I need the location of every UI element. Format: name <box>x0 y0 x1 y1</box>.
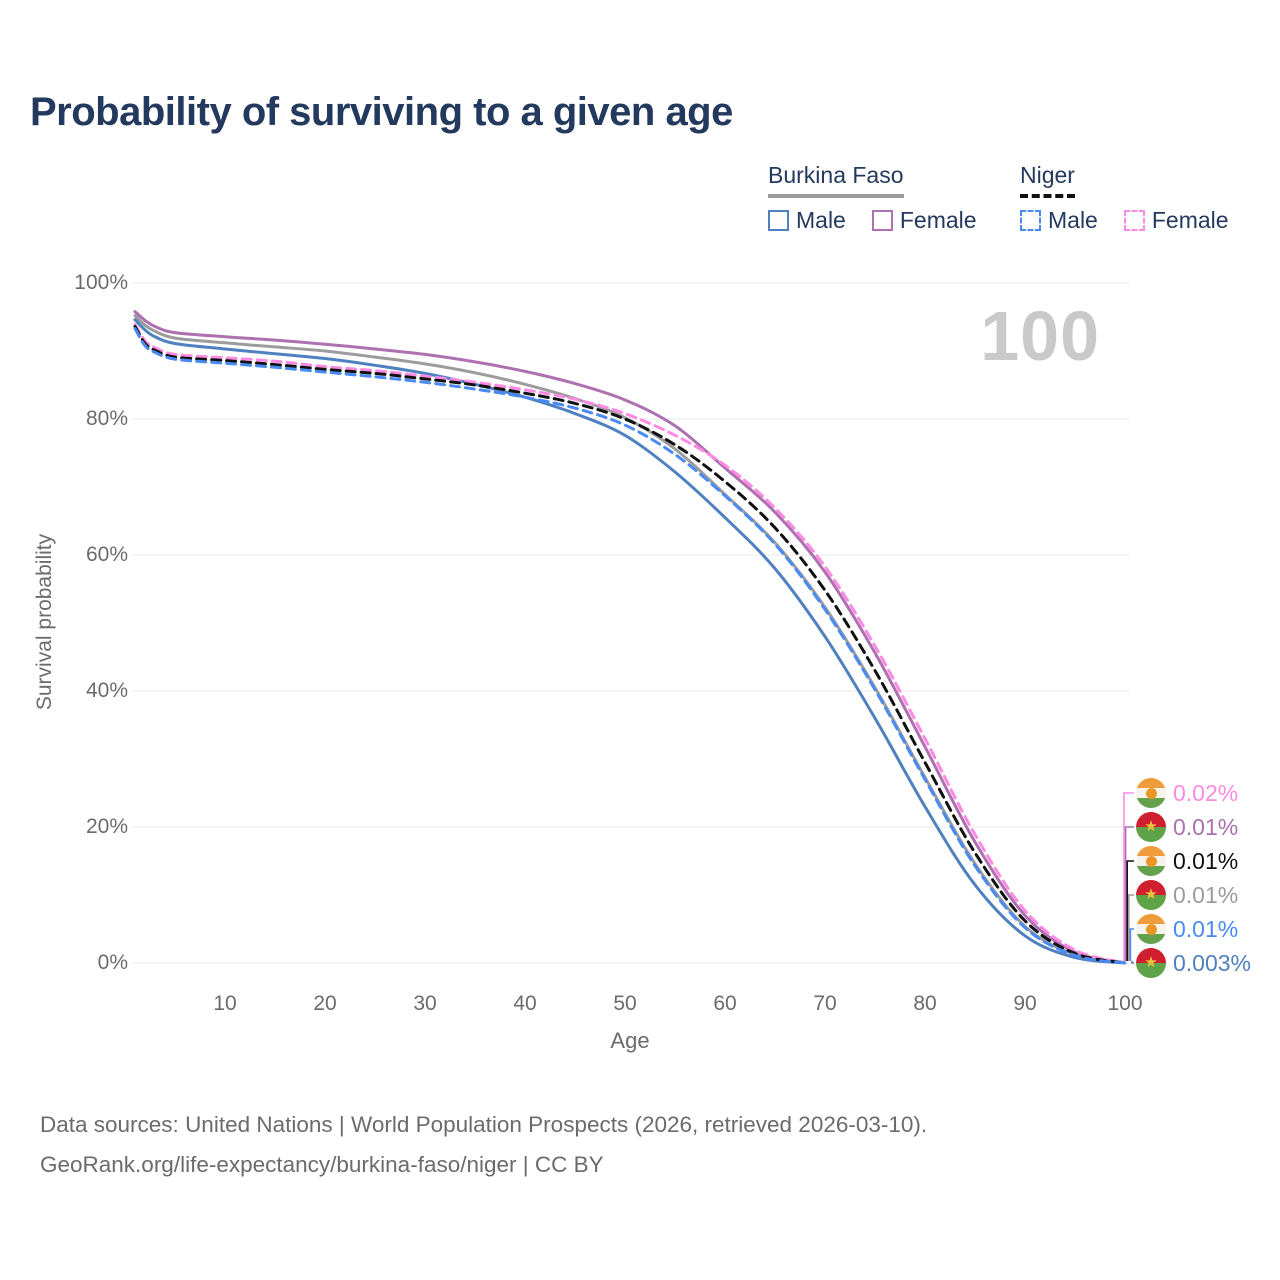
x-tick-100: 100 <box>1107 992 1143 1015</box>
end-label-row-ne-female: 0.02% <box>1136 776 1238 810</box>
chart-footer: Data sources: United Nations | World Pop… <box>40 1105 927 1185</box>
x-tick-80: 80 <box>913 992 937 1015</box>
y-tick-60: 60% <box>85 543 128 566</box>
legend-item-label: Male <box>796 207 846 233</box>
legend-item-label: Female <box>1151 207 1229 233</box>
legend-items-niger: Male Female <box>1020 207 1229 234</box>
y-tick-40: 40% <box>85 679 128 702</box>
end-label-value-bf-female: 0.01% <box>1173 813 1239 840</box>
x-tick-20: 20 <box>313 992 337 1015</box>
legend-group-title-niger[interactable]: Niger <box>1020 162 1075 198</box>
end-label-value-ne-female: 0.02% <box>1173 779 1239 806</box>
niger-flag-icon <box>1136 846 1166 876</box>
legend-group-burkina-faso: Burkina Faso Male Female <box>768 162 977 234</box>
legend-group-niger: Niger Male Female <box>1020 162 1229 234</box>
end-label-row-bf-female: 0.01% <box>1136 810 1238 844</box>
legend-item-burkina-faso-male[interactable]: Male <box>768 207 846 234</box>
y-tick-100: 100% <box>74 271 128 294</box>
footer-link[interactable]: GeoRank.org/life-expectancy/burkina-faso… <box>40 1152 604 1177</box>
y-tick-80: 80% <box>85 407 128 430</box>
burkina-faso-flag-icon <box>1136 948 1166 978</box>
x-tick-90: 90 <box>1013 992 1037 1015</box>
burkina-faso-flag-icon <box>1136 812 1166 842</box>
legend-swatch-burkina-faso-male <box>768 210 789 231</box>
x-tick-70: 70 <box>813 992 837 1015</box>
end-label-leader-ne-male <box>1129 928 1134 961</box>
burkina-faso-flag-icon <box>1136 880 1166 910</box>
x-tick-40: 40 <box>513 992 537 1015</box>
y-tick-0: 0% <box>97 951 128 974</box>
end-label-value-bf-both: 0.01% <box>1173 881 1239 908</box>
x-tick-10: 10 <box>213 992 237 1015</box>
legend-group-title-burkina-faso[interactable]: Burkina Faso <box>768 162 904 198</box>
y-tick-20: 20% <box>85 815 128 838</box>
legend-swatch-niger-male <box>1020 210 1041 231</box>
niger-flag-icon <box>1136 914 1166 944</box>
x-tick-30: 30 <box>413 992 437 1015</box>
legend-swatch-burkina-faso-female <box>871 210 893 231</box>
footer-sources: Data sources: United Nations | World Pop… <box>40 1112 928 1137</box>
end-label-row-bf-male: 0.003% <box>1136 946 1251 980</box>
legend-swatch-niger-female <box>1123 210 1145 231</box>
page-title: Probability of surviving to a given age <box>30 90 733 134</box>
x-axis-title: Age <box>610 1028 650 1053</box>
legend-item-niger-male[interactable]: Male <box>1020 207 1098 234</box>
plot-hover-area[interactable] <box>133 283 1130 963</box>
end-label-leader-bf-male <box>1131 961 1134 964</box>
legend-item-label: Male <box>1048 207 1098 233</box>
legend-item-burkina-faso-female[interactable]: Female <box>871 207 977 234</box>
legend-items-burkina-faso: Male Female <box>768 207 977 234</box>
end-label-value-bf-male: 0.003% <box>1173 949 1252 976</box>
x-tick-60: 60 <box>713 992 737 1015</box>
end-label-value-ne-male: 0.01% <box>1173 915 1239 942</box>
niger-flag-icon <box>1136 778 1166 808</box>
end-label-row-bf-both: 0.01% <box>1136 878 1238 912</box>
legend-item-niger-female[interactable]: Female <box>1123 207 1229 234</box>
x-tick-50: 50 <box>613 992 637 1015</box>
end-label-value-ne-both: 0.01% <box>1173 847 1239 874</box>
legend-item-label: Female <box>899 207 977 233</box>
end-label-row-ne-male: 0.01% <box>1136 912 1238 946</box>
end-label-row-ne-both: 0.01% <box>1136 844 1238 878</box>
